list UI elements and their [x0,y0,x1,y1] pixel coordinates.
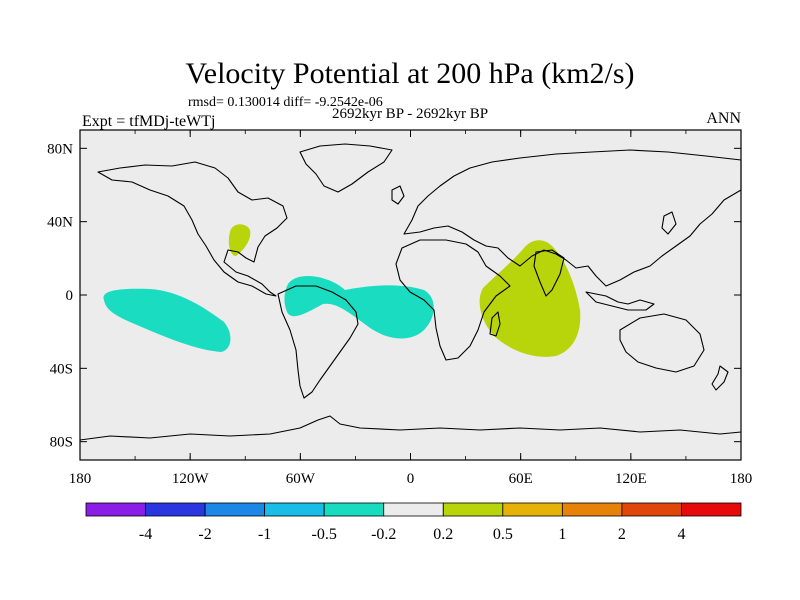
coast-antarctica [79,415,742,441]
lat-tick-label: 0 [66,288,74,304]
coast-british-isles [391,185,405,205]
colorbar-box [85,502,146,517]
experiment-label: Expt = tfMDj-teWTj [82,113,215,130]
colorbar-box [442,502,504,517]
latitude-axis: 80N 40N 0 40S 80S [47,141,741,451]
coast-new-zealand [711,365,729,391]
colorbar-label: 4 [677,526,685,543]
colorbar-box [383,502,444,517]
negative-region-central-pacific [103,288,231,352]
colorbar-label: -0.2 [371,526,396,543]
colorbar-box [204,502,266,517]
negative-region-tropical-atlantic [284,276,434,339]
lon-tick-label: 120E [615,471,647,487]
coast-north-america [97,161,288,297]
plot-title: Velocity Potential at 200 hPa (km2/s) [185,57,634,90]
colorbar-label: 1 [558,526,566,543]
colorbar: -4 -2 -1 -0.5 -0.2 0.2 0.5 1 2 4 [85,502,742,543]
colorbar-label: 0.2 [433,526,453,543]
stats-line: rmsd= 0.130014 diff= -9.2542e-06 [188,95,383,110]
lat-tick-label: 40S [50,361,73,377]
colorbar-box [621,502,682,517]
coast-greenland [299,143,393,193]
coast-africa [395,239,511,361]
anomaly-shading [103,224,581,357]
lon-tick-label: 60W [286,471,316,487]
colorbar-box [323,502,385,517]
season-label: ANN [706,110,741,127]
coast-india [533,249,565,297]
lat-tick-label: 80N [47,141,73,157]
positive-region-indian-ocean [479,240,581,357]
lat-tick-label: 80S [50,435,73,451]
coast-madagascar [489,311,501,337]
colorbar-label: -0.5 [312,526,337,543]
colorbar-box [264,502,325,517]
colorbar-box [145,502,206,517]
colorbar-box [681,502,742,517]
lon-tick-label: 180 [69,471,92,487]
coast-japan [661,211,677,235]
colorbar-label: 0.5 [493,526,513,543]
coast-eurasia [403,149,742,287]
period-label: 2692kyr BP - 2692kyr BP [332,106,488,122]
coast-south-america [277,285,359,399]
colorbar-label: -2 [198,526,211,543]
positive-region-gulf-of-mexico [228,224,251,256]
colorbar-box [561,502,623,517]
lon-tick-label: 0 [407,471,415,487]
colorbar-label: -1 [258,526,271,543]
colorbar-box [502,502,563,517]
lon-tick-label: 60E [509,471,533,487]
lon-tick-label: 120W [172,471,210,487]
lon-tick-label: 180 [730,471,753,487]
colorbar-label: 2 [618,526,626,543]
longitude-axis: 180 120W 60W 0 60E 120E 180 [69,130,753,487]
colorbar-label: -4 [139,526,152,543]
coast-australia [619,313,705,373]
coast-indonesia [585,291,655,311]
lat-tick-label: 40N [47,215,73,231]
coastlines [79,143,742,441]
